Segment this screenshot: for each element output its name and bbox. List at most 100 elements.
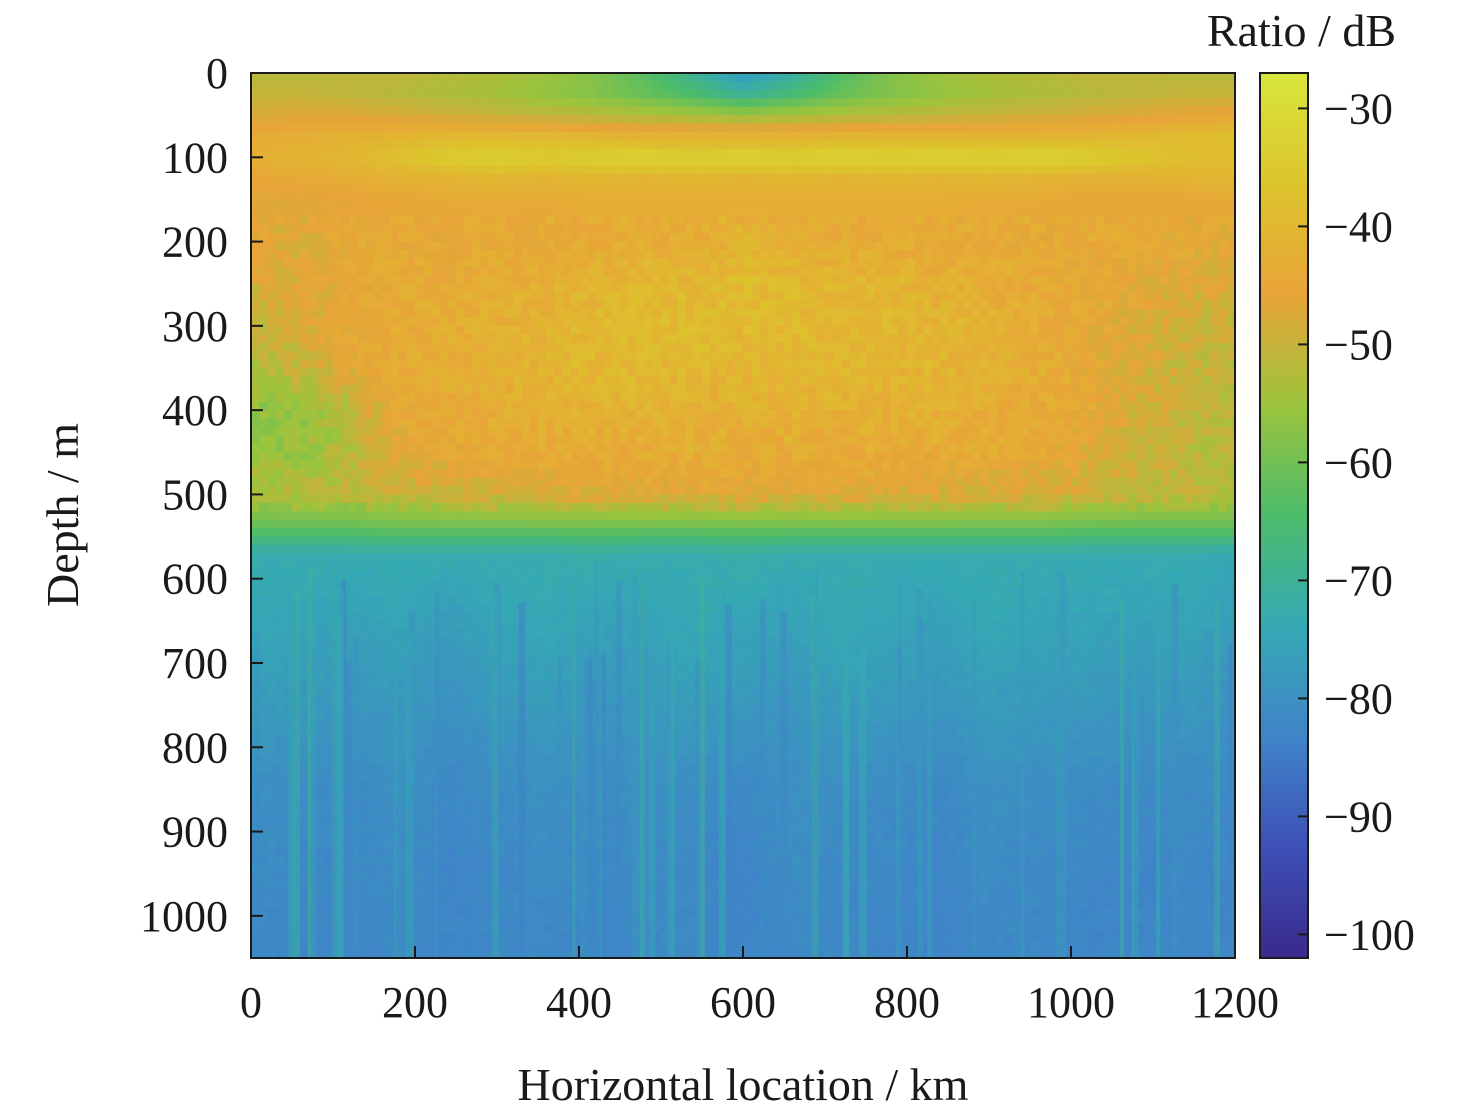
heatmap-cell — [529, 241, 539, 251]
heatmap-cell — [587, 292, 596, 302]
heatmap-cell — [1226, 140, 1235, 150]
heatmap-cell — [267, 384, 277, 394]
heatmap-cell — [669, 368, 678, 378]
heatmap-cell — [415, 123, 424, 133]
heatmap-cell — [1071, 266, 1080, 276]
heatmap-cell — [669, 174, 678, 184]
heatmap-cell — [300, 266, 309, 276]
heatmap-cell — [529, 207, 539, 217]
heatmap-cell — [251, 292, 260, 302]
heatmap-cell — [980, 292, 990, 302]
heatmap-cell — [915, 258, 924, 268]
heatmap-cell — [734, 368, 744, 378]
heatmap-cell — [308, 157, 318, 167]
heatmap-cell — [784, 334, 793, 344]
heatmap-cell — [521, 81, 531, 91]
heatmap-cell — [882, 140, 892, 150]
heatmap-cell — [923, 199, 933, 209]
heatmap-cell — [1120, 401, 1129, 411]
heatmap-cell — [546, 123, 555, 133]
heatmap-cell — [374, 376, 383, 386]
heatmap-cell — [1136, 132, 1146, 142]
heatmap-cell — [1046, 325, 1056, 335]
heatmap-cell — [267, 148, 277, 158]
heatmap-cell — [1030, 148, 1039, 158]
heatmap-cell — [882, 207, 892, 217]
heatmap-cell — [1136, 81, 1146, 91]
heatmap-cell — [538, 241, 547, 251]
heatmap-cell — [1038, 393, 1047, 403]
heatmap-cell — [710, 165, 719, 175]
heatmap-cell — [669, 106, 678, 116]
heatmap-cell — [406, 207, 416, 217]
heatmap-cell — [882, 81, 892, 91]
heatmap-cell — [1071, 115, 1080, 125]
heatmap-cell — [488, 317, 498, 327]
heatmap-cell — [480, 410, 490, 420]
heatmap-cell — [792, 342, 801, 352]
heatmap-cell — [308, 224, 318, 234]
heatmap-cell — [1030, 359, 1039, 369]
heatmap-cell — [603, 98, 613, 108]
heatmap-cell — [538, 376, 547, 386]
heatmap-cell — [775, 207, 785, 217]
heatmap-cell — [1194, 317, 1203, 327]
heatmap-cell — [374, 224, 383, 234]
heatmap-cell — [620, 300, 629, 310]
heatmap-cell — [734, 393, 744, 403]
heatmap-cell — [857, 98, 867, 108]
heatmap-cell — [1103, 233, 1113, 243]
heatmap-cell — [316, 384, 326, 394]
heatmap-cell — [1169, 224, 1179, 234]
heatmap-cell — [1210, 384, 1220, 394]
heatmap-cell — [488, 207, 498, 217]
heatmap-cell — [521, 317, 531, 327]
heatmap-cell — [505, 309, 514, 319]
heatmap-cell — [792, 351, 801, 361]
heatmap-cell — [1153, 275, 1162, 285]
heatmap-cell — [767, 98, 777, 108]
heatmap-cell — [251, 368, 260, 378]
heatmap-cell — [1226, 233, 1235, 243]
heatmap-cell — [1128, 132, 1138, 142]
heatmap-cell — [382, 157, 391, 167]
heatmap-cell — [251, 207, 260, 217]
heatmap-cell — [1112, 325, 1121, 335]
heatmap-cell — [677, 342, 687, 352]
heatmap-cell — [333, 81, 342, 91]
heatmap-cell — [1079, 351, 1088, 361]
heatmap-cell — [1177, 317, 1187, 327]
heatmap-cell — [275, 258, 285, 268]
heatmap-cell — [570, 300, 580, 310]
heatmap-cell — [636, 317, 646, 327]
heatmap-cell — [390, 325, 400, 335]
heatmap-cell — [792, 207, 801, 217]
heatmap-cell — [833, 334, 842, 344]
heatmap-cell — [939, 73, 949, 83]
heatmap-cell — [488, 266, 498, 276]
heatmap-cell — [882, 89, 892, 99]
heatmap-cell — [661, 292, 670, 302]
heatmap-cell — [374, 233, 383, 243]
heatmap-cell — [931, 334, 941, 344]
heatmap-cell — [423, 376, 432, 386]
heatmap-cell — [1005, 106, 1015, 116]
heatmap-cell — [636, 325, 646, 335]
heatmap-cell — [439, 275, 449, 285]
heatmap-cell — [357, 199, 367, 209]
heatmap-cell — [1218, 73, 1228, 83]
heatmap-cell — [669, 115, 678, 125]
heatmap-cell — [267, 401, 277, 411]
heatmap-cell — [956, 132, 965, 142]
heatmap-cell — [1087, 266, 1097, 276]
heatmap-cell — [767, 334, 777, 344]
heatmap-cell — [1103, 342, 1113, 352]
heatmap-cell — [1136, 216, 1146, 226]
heatmap-cell — [439, 140, 449, 150]
heatmap-cell — [857, 123, 867, 133]
heatmap-cell — [251, 317, 260, 327]
heatmap-cell — [956, 309, 965, 319]
heatmap-cell — [292, 418, 301, 428]
heatmap-cell — [308, 207, 318, 217]
heatmap-cell — [349, 224, 359, 234]
